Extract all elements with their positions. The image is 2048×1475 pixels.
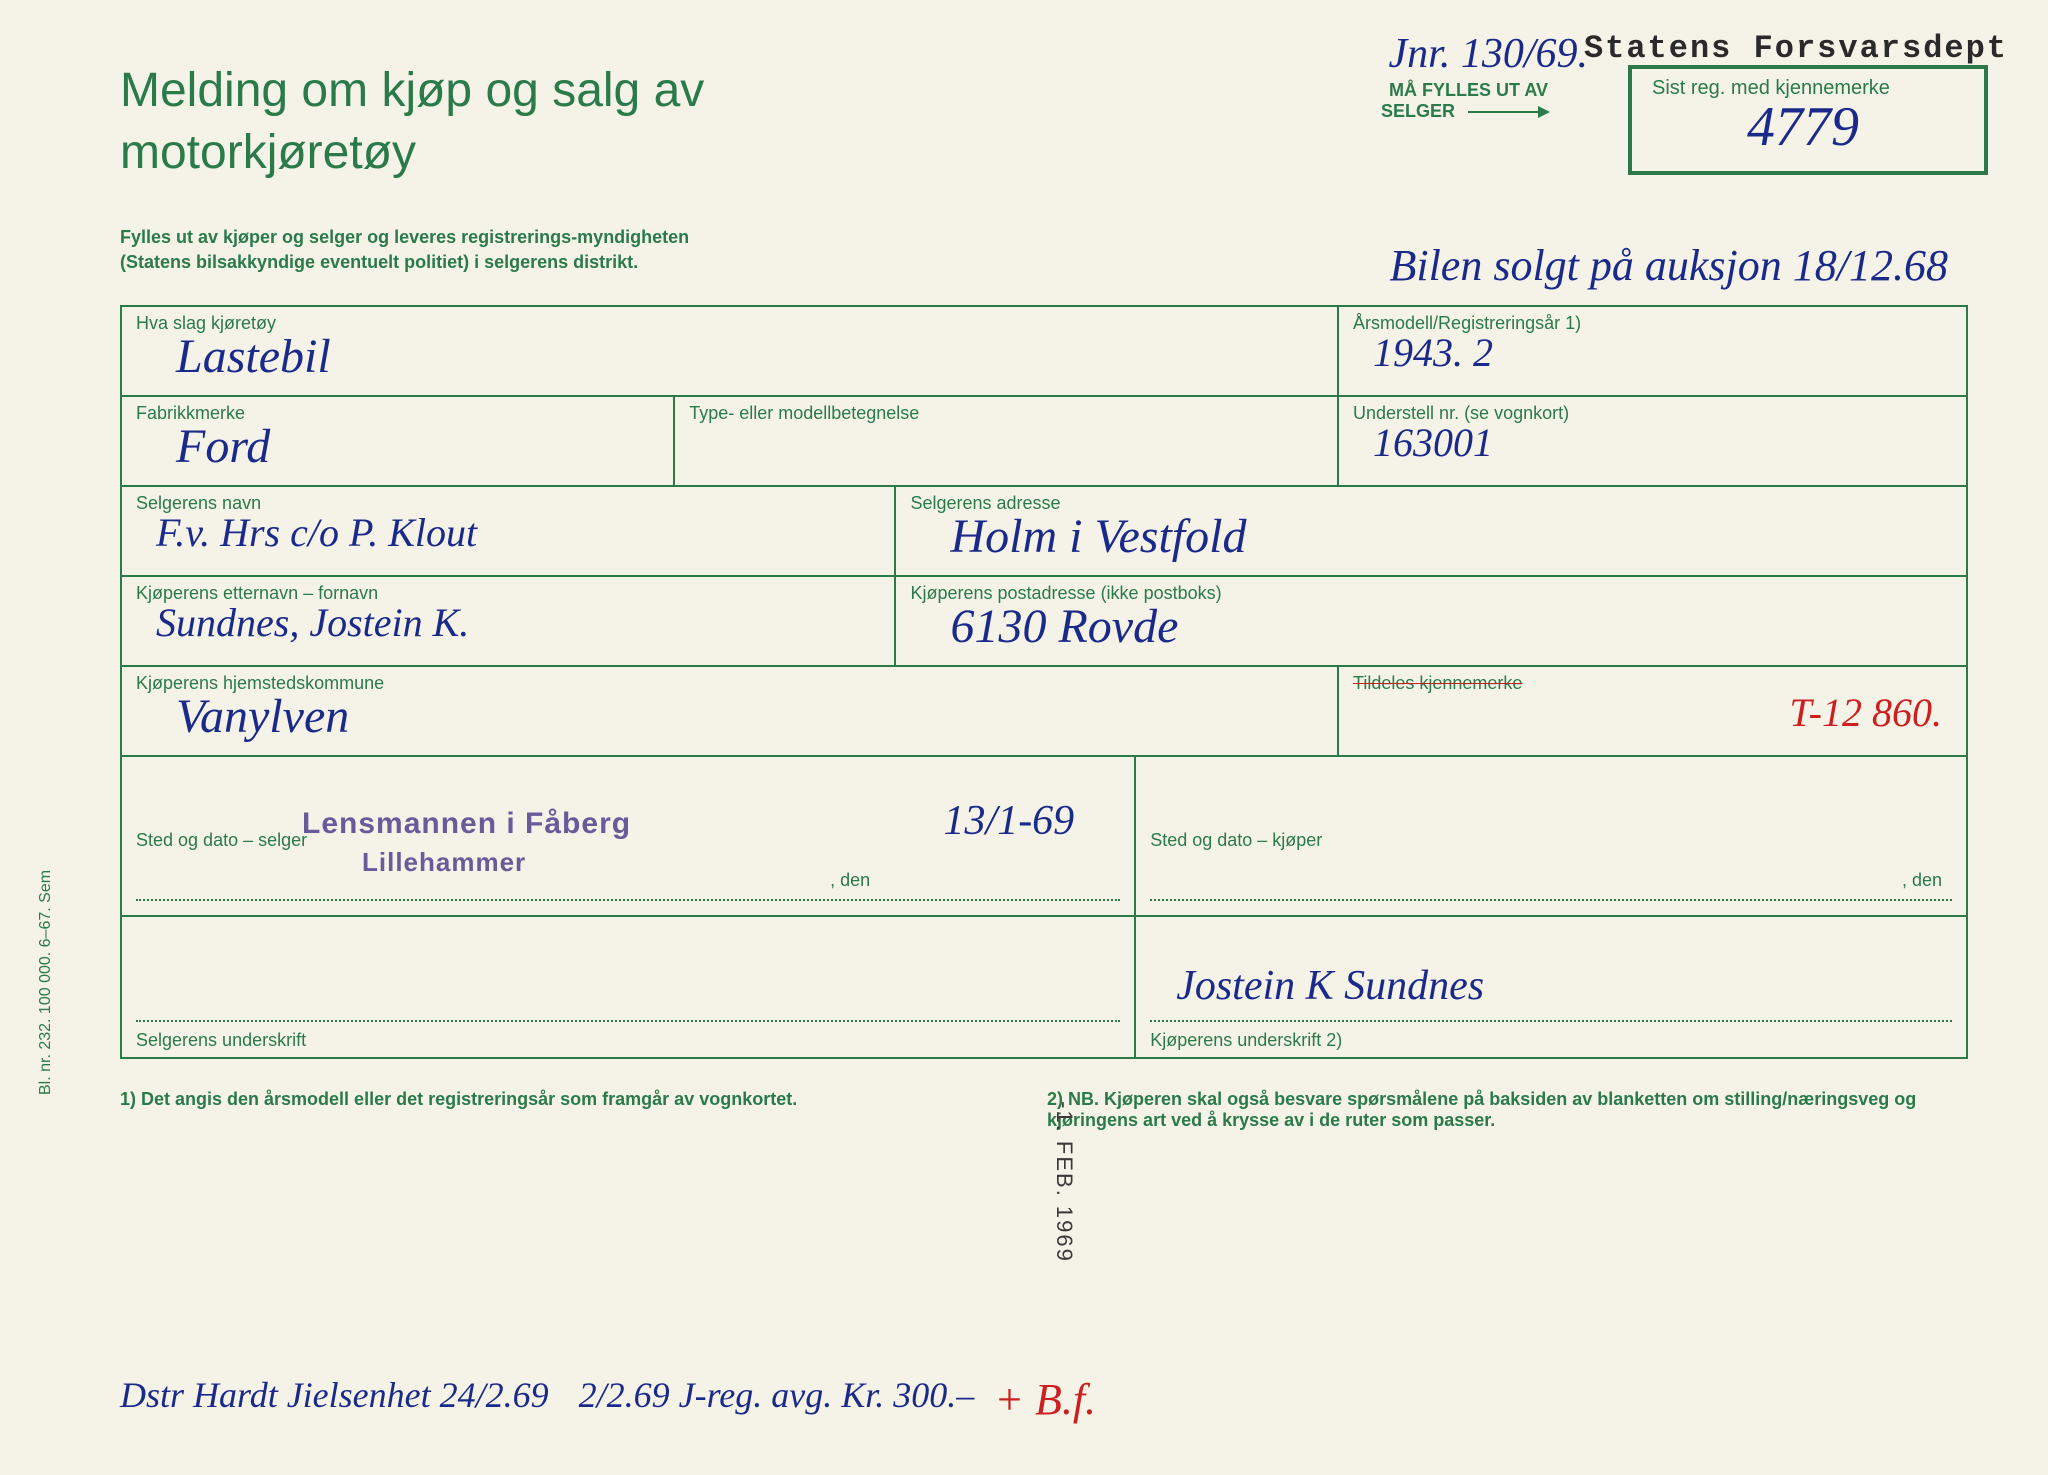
value-municipality: Vanylven [136,689,1323,744]
cell-seller-name: Selgerens navn F.v. Hrs c/o P. Klout [122,487,896,575]
reg-box-value: 4779 [1652,95,1954,159]
cell-chassis: Understell nr. (se vognkort) 163001 [1339,397,1966,485]
value-buyer-address: 6130 Rovde [910,599,1952,654]
value-buyer-name: Sundnes, Jostein K. [136,599,880,646]
value-chassis: 163001 [1353,419,1952,466]
footnote-1: 1) Det angis den årsmodell eller det reg… [120,1089,1007,1131]
form-title: Melding om kjøp og salg av motorkjøretøy [120,60,820,185]
dotted-line-buyer-date: , den [1150,851,1952,901]
cell-seller-place-date: Sted og dato – selger Lensmannen i Fåber… [122,757,1136,915]
label-seller-signature: Selgerens underskrift [136,1030,1120,1051]
value-vehicle-type: Lastebil [136,329,1323,384]
row-signatures: Selgerens underskrift Jostein K Sundnes … [122,917,1966,1057]
label-buyer-signature: Kjøperens underskrift 2) [1150,1030,1952,1051]
value-seller-date: 13/1-69 [944,797,1075,845]
dotted-line-seller-sig [136,972,1120,1022]
label-buyer-place-date: Sted og dato – kjøper [1150,830,1952,851]
row-seller: Selgerens navn F.v. Hrs c/o P. Klout Sel… [122,487,1966,577]
fill-instruction: MÅ FYLLES UT AV SELGER [1381,80,1548,122]
row-vehicle-year: Hva slag kjøretøy Lastebil Årsmodell/Reg… [122,307,1966,397]
fill-instruction-line-1: MÅ FYLLES UT AV [1389,80,1548,100]
cell-seller-address: Selgerens adresse Holm i Vestfold [896,487,1966,575]
cell-vehicle-type: Hva slag kjøretøy Lastebil [122,307,1339,395]
cell-year: Årsmodell/Registreringsår 1) 1943. 2 [1339,307,1966,395]
cell-seller-signature: Selgerens underskrift [122,917,1136,1057]
stamp-lensmann: Lensmannen i Fåberg [302,807,631,841]
value-seller-name: F.v. Hrs c/o P. Klout [136,509,880,556]
fill-instruction-line-2: SELGER [1381,101,1455,121]
bottom-fee-note: 2/2.69 J-reg. avg. Kr. 300.– [579,1374,975,1425]
dotted-line-seller-date: , den [136,851,1120,901]
row-place-date: Sted og dato – selger Lensmannen i Fåber… [122,757,1966,917]
title-line-2: motorkjøretøy [120,126,416,179]
value-year: 1943. 2 [1353,329,1952,376]
footnote-2: 2) NB. Kjøperen skal også besvare spørsm… [1007,1089,1968,1131]
title-line-1: Melding om kjøp og salg av [120,64,704,117]
journal-number: Jnr. 130/69. [1389,30,1589,78]
auction-note: Bilen solgt på auksjon 18/12.68 [1389,240,1948,291]
cell-buyer-name: Kjøperens etternavn – fornavn Sundnes, J… [122,577,896,665]
bottom-blue-scribble: Dstr Hardt Jielsenhet 24/2.69 [120,1374,549,1425]
arrow-icon [1468,111,1548,113]
den-label-seller: , den [830,870,870,891]
value-assigned-plate: T-12 860. [1353,689,1952,736]
footer-notes: 1) Det angis den årsmodell eller det reg… [120,1089,1968,1131]
bottom-handwritten-notes: Dstr Hardt Jielsenhet 24/2.69 2/2.69 J-r… [120,1374,1968,1425]
value-seller-address: Holm i Vestfold [910,509,1952,564]
cell-model: Type- eller modellbetegnelse [675,397,1339,485]
cell-make: Fabrikkmerke Ford [122,397,675,485]
sub-instruction: Fylles ut av kjøper og selger og leveres… [120,225,760,275]
registration-box: Sist reg. med kjennemerke 4779 [1628,65,1988,175]
cell-buyer-signature: Jostein K Sundnes Kjøperens underskrift … [1136,917,1966,1057]
row-municipality-plate: Kjøperens hjemstedskommune Vanylven Tild… [122,667,1966,757]
cell-assigned-plate: Tildeles kjennemerke T-12 860. [1339,667,1966,755]
document-page: Bl. nr. 232. 100 000. 6–67. Sem Statens … [0,0,2048,1475]
cell-buyer-address: Kjøperens postadresse (ikke postboks) 61… [896,577,1966,665]
side-print-code: Bl. nr. 232. 100 000. 6–67. Sem [37,870,55,1095]
cell-buyer-place-date: Sted og dato – kjøper , den [1136,757,1966,915]
form-table: Hva slag kjøretøy Lastebil Årsmodell/Reg… [120,305,1968,1059]
dotted-line-buyer-sig [1150,972,1952,1022]
value-make: Ford [136,419,659,474]
cell-municipality: Kjøperens hjemstedskommune Vanylven [122,667,1339,755]
label-model: Type- eller modellbetegnelse [689,403,1323,424]
row-buyer: Kjøperens etternavn – fornavn Sundnes, J… [122,577,1966,667]
department-stamp: Statens Forsvarsdept [1584,30,2008,67]
row-make-model-chassis: Fabrikkmerke Ford Type- eller modellbete… [122,397,1966,487]
received-date-stamp: -1. FEB. 1969 [1051,1101,1077,1263]
den-label-buyer: , den [1902,870,1942,891]
bottom-red-initials: + B.f. [994,1374,1096,1425]
